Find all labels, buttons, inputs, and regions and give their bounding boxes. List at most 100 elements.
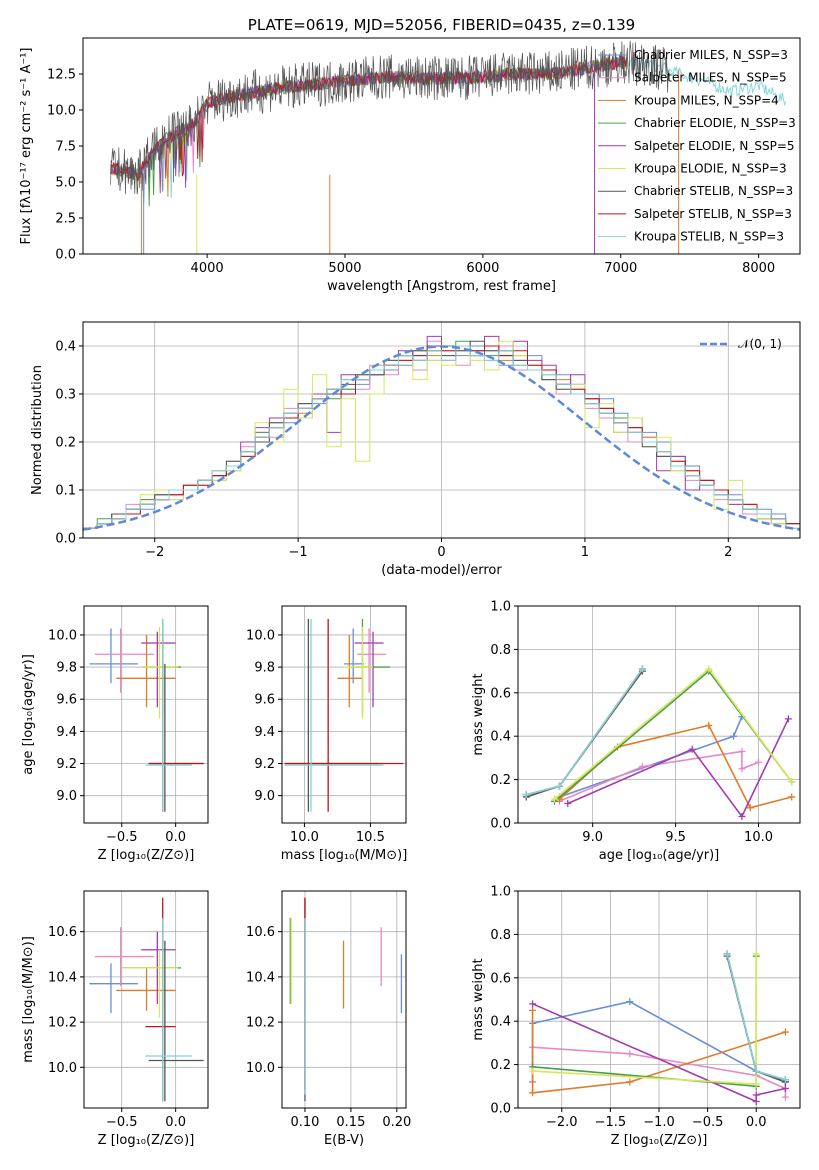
weight-marker <box>752 1091 760 1099</box>
error-point <box>94 927 155 986</box>
y-tick-label: 10.0 <box>47 104 76 119</box>
weight-series <box>564 715 792 820</box>
plot-area <box>89 618 204 812</box>
y-tick-label: 10.6 <box>48 925 77 940</box>
y-tick-label: 0.3 <box>55 388 76 403</box>
y-tick-label: 10.4 <box>246 970 275 985</box>
y-tick-label: 10.0 <box>246 628 275 643</box>
x-axis-label: E(B-V) <box>324 1133 364 1148</box>
y-tick-label: 0.8 <box>490 928 511 943</box>
y-axis-label: age [log₁₀(age/yr)] <box>21 654 36 775</box>
weight-series <box>550 665 796 803</box>
x-tick-label: 7000 <box>604 261 637 276</box>
x-tick-label: 0.20 <box>382 1115 411 1130</box>
x-tick-label: 10.5 <box>356 830 385 845</box>
error-point <box>121 949 178 1018</box>
y-tick-label: 10.2 <box>246 1016 275 1031</box>
weight-marker <box>738 747 746 755</box>
chart-panel-8: −2.0 −1.5 −1.0 −0.5 0.0 0.0 0.2 0.4 0.6 0.8 1.0 Z [… <box>471 885 801 1148</box>
y-tick-label: 2.5 <box>55 212 76 227</box>
chart-panel-2: −2 −1 0 1 2 0.0 0.1 0.2 0.3 0.4 (data-model)/error… <box>30 321 801 578</box>
chart-panel-6: −0.5 0.0 10.0 10.2 10.4 10.6 Z [log₁₀(Z/Z⊙)] ma… <box>21 890 209 1148</box>
y-tick-label: 1.0 <box>490 600 511 615</box>
plot-area <box>110 40 787 254</box>
error-point <box>284 618 379 812</box>
weight-marker <box>738 812 746 820</box>
x-tick-label: 0.0 <box>165 1115 186 1130</box>
legend-label: Salpeter ELODIE, N_SSP=5 <box>634 139 795 153</box>
axes: −0.5 0.0 9.0 9.2 9.4 9.6 9.8 10.0 Z [log₁₀(Z/Z⊙)… <box>21 605 209 863</box>
legend-label: Chabrier MILES, N_SSP=3 <box>634 48 788 62</box>
weight-marker <box>626 1078 634 1086</box>
error-point <box>145 897 176 1102</box>
x-axis-label: mass [log₁₀(M/M⊙)] <box>281 848 408 863</box>
weight-marker <box>555 782 563 790</box>
y-tick-label: 0.6 <box>490 971 511 986</box>
weight-marker <box>752 1067 760 1075</box>
weight-marker <box>781 1076 789 1084</box>
axes: 0.10 0.15 0.20 10.0 10.2 10.4 10.6 E(B-V) <box>246 890 411 1148</box>
x-axis-label: Z [log₁₀(Z/Z⊙)] <box>98 1133 195 1148</box>
x-tick-label: 2 <box>724 545 732 560</box>
y-tick-label: 0.4 <box>490 730 511 745</box>
weight-marker <box>723 950 731 958</box>
weight-marker <box>788 793 796 801</box>
weight-series <box>555 713 746 801</box>
axes-frame <box>83 890 209 1109</box>
y-axis-label: mass weight <box>471 958 486 1040</box>
weight-marker <box>529 1089 537 1097</box>
y-tick-label: 9.6 <box>56 693 77 708</box>
y-tick-label: 5.0 <box>55 176 76 191</box>
weight-series <box>723 950 789 1084</box>
weight-marker <box>730 732 738 740</box>
y-tick-label: 10.6 <box>246 925 275 940</box>
weight-marker <box>688 745 696 753</box>
x-tick-label: −2.0 <box>546 1115 578 1130</box>
weight-marker <box>755 758 763 766</box>
axes: −2.0 −1.5 −1.0 −0.5 0.0 0.0 0.2 0.4 0.6 0.8 1.0 Z [… <box>471 885 801 1148</box>
weight-series <box>529 1000 789 1105</box>
error-point <box>284 618 384 812</box>
weight-marker <box>529 1067 537 1075</box>
y-tick-label: 9.6 <box>254 693 275 708</box>
chart-panel-5: 9.0 9.5 10.0 0.0 0.2 0.4 0.6 0.8 1.0 age [log₁₀(a… <box>471 600 801 863</box>
y-tick-label: 10.0 <box>246 1061 275 1076</box>
error-point <box>145 618 192 812</box>
weight-line <box>567 718 790 819</box>
x-axis-label: Z [log₁₀(Z/Z⊙)] <box>611 1133 708 1148</box>
x-tick-label: 1 <box>581 545 589 560</box>
x-axis-label: wavelength [Angstrom, rest frame] <box>327 279 556 294</box>
error-point <box>357 628 387 693</box>
y-tick-label: 0.6 <box>490 686 511 701</box>
weight-marker <box>752 1080 760 1088</box>
plot-area <box>522 665 796 820</box>
y-tick-label: 9.8 <box>254 661 275 676</box>
y-tick-label: 10.2 <box>48 1016 77 1031</box>
y-tick-label: 10.0 <box>48 628 77 643</box>
weight-marker <box>529 1000 537 1008</box>
error-point <box>148 940 204 1102</box>
x-tick-label: 8000 <box>742 261 775 276</box>
spectrum-line <box>110 56 628 182</box>
x-tick-label: 9.0 <box>582 830 603 845</box>
y-tick-label: 9.8 <box>56 661 77 676</box>
legend-label: Chabrier ELODIE, N_SSP=3 <box>634 116 796 130</box>
axes-frame <box>83 605 209 824</box>
y-axis-label: Normed distribution <box>30 365 45 495</box>
weight-marker <box>752 950 760 958</box>
x-tick-label: −0.5 <box>692 1115 724 1130</box>
x-tick-label: −2 <box>145 545 164 560</box>
histogram-step <box>83 345 800 538</box>
weight-marker <box>626 1050 634 1058</box>
weight-line <box>559 716 743 798</box>
y-tick-label: 1.0 <box>490 885 511 900</box>
error-point <box>284 618 404 812</box>
x-tick-label: 4000 <box>191 261 224 276</box>
axes-frame <box>281 605 407 824</box>
weight-marker <box>564 799 572 807</box>
weight-series <box>529 1006 789 1097</box>
x-axis-label: (data-model)/error <box>381 563 502 578</box>
error-point <box>94 628 155 693</box>
y-tick-label: 9.0 <box>254 789 275 804</box>
